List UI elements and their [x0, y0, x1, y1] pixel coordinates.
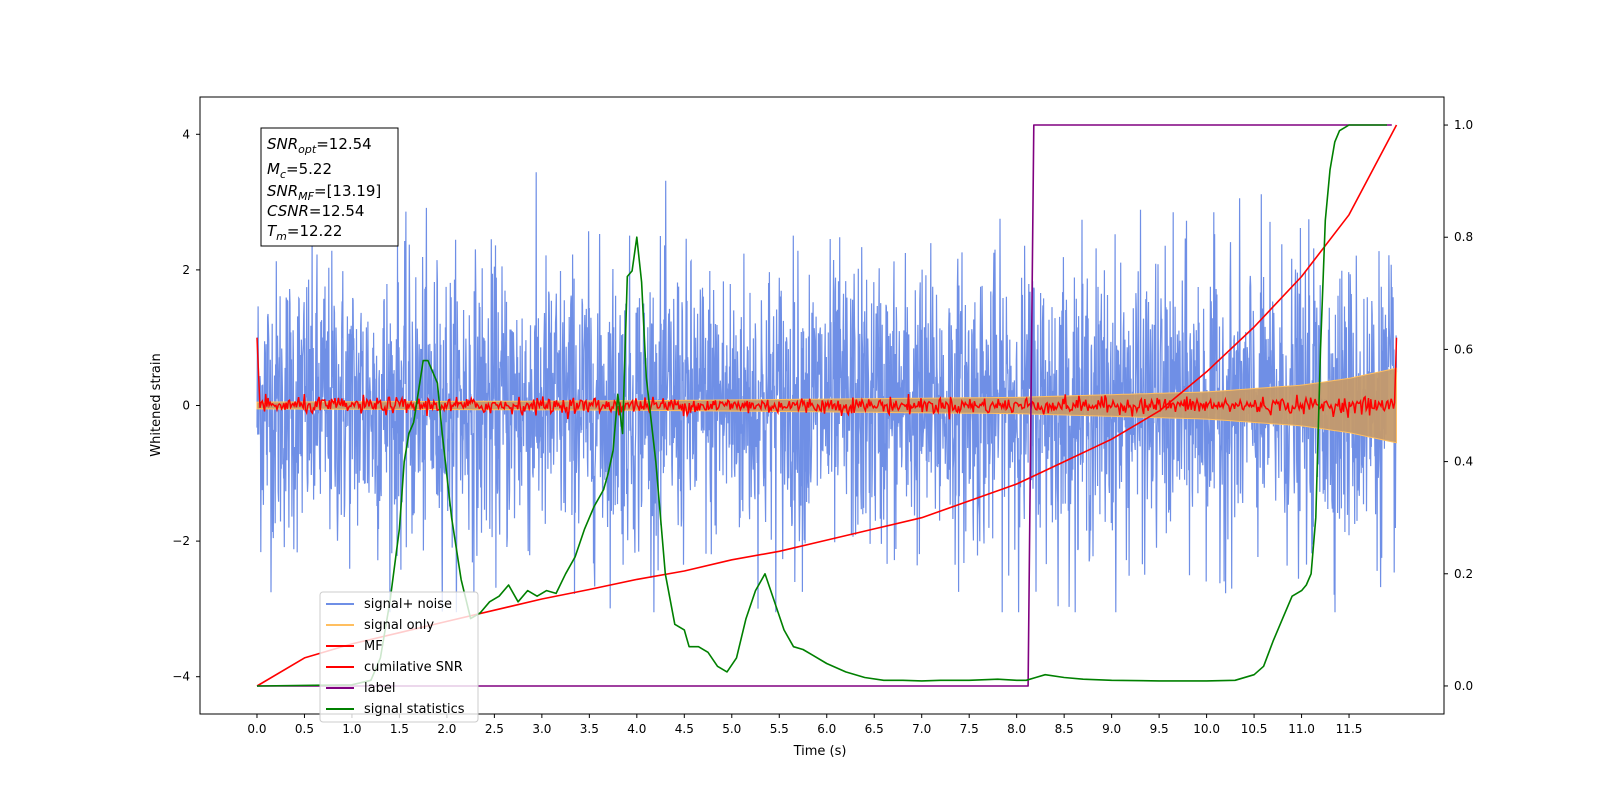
svg-text:label: label — [364, 681, 395, 696]
x-tick-label: 0.5 — [295, 722, 314, 736]
y-tick-label: 2 — [182, 263, 190, 277]
y2-tick-label: 0.0 — [1454, 679, 1473, 693]
annotation-csnr: CSNR=12.54 — [267, 202, 364, 220]
x-tick-label: 1.0 — [342, 722, 361, 736]
x-tick-label: 8.5 — [1055, 722, 1074, 736]
y-axis-left: 4 2 0 −2 −4 — [172, 127, 200, 684]
info-annotation-box: SNRopt=12.54 Mc=5.22 SNRMF=[13.19] CSNR=… — [260, 127, 399, 247]
svg-text:MF: MF — [364, 639, 383, 654]
x-tick-label: 6.0 — [817, 722, 836, 736]
legend-frame — [319, 591, 479, 723]
x-tick-label: 3.0 — [532, 722, 551, 736]
legend-entry-cumulative-snr: cumilative SNR — [326, 660, 463, 675]
x-tick-label: 8.0 — [1007, 722, 1026, 736]
x-tick-label: 11.5 — [1336, 722, 1363, 736]
y2-tick-label: 0.8 — [1454, 230, 1473, 244]
x-tick-label: 2.0 — [437, 722, 456, 736]
x-tick-label: 11.0 — [1288, 722, 1315, 736]
x-tick-label: 5.0 — [722, 722, 741, 736]
x-tick-label: 9.0 — [1102, 722, 1121, 736]
y2-tick-label: 0.6 — [1454, 342, 1473, 356]
y-tick-label: 0 — [182, 399, 190, 413]
y2-tick-label: 0.2 — [1454, 567, 1473, 581]
x-axis-label: Time (s) — [793, 744, 847, 759]
series-mf — [256, 337, 1398, 420]
svg-text:signal only: signal only — [364, 618, 434, 633]
y-tick-label: −2 — [172, 534, 190, 548]
y-tick-label: −4 — [172, 670, 190, 684]
svg-text:cumilative SNR: cumilative SNR — [364, 660, 463, 675]
x-tick-label: 10.5 — [1241, 722, 1268, 736]
y2-tick-label: 1.0 — [1454, 118, 1473, 132]
y-axis-label: Whitened strain — [149, 353, 164, 456]
y2-tick-label: 0.4 — [1454, 455, 1473, 469]
x-axis: 0.0 0.5 1.0 1.5 2.0 2.5 3.0 3.5 4.0 4.5 5.0 5.5 6.0 6… — [247, 714, 1362, 736]
series-label — [257, 124, 1392, 687]
legend-entry-mf: MF — [326, 639, 383, 654]
y-tick-label: 4 — [182, 127, 190, 141]
x-tick-label: 7.5 — [960, 722, 979, 736]
legend-entry-label: label — [326, 681, 395, 696]
x-tick-label: 6.5 — [865, 722, 884, 736]
x-tick-label: 3.5 — [580, 722, 599, 736]
svg-text:signal+ noise: signal+ noise — [364, 597, 452, 612]
svg-text:signal statistics: signal statistics — [364, 702, 465, 717]
x-tick-label: 1.5 — [390, 722, 409, 736]
legend-entry-signal-noise: signal+ noise — [326, 597, 452, 612]
annotation-snr-opt: SNRopt=12.54 — [267, 135, 372, 156]
x-tick-label: 0.0 — [247, 722, 266, 736]
legend-entry-signal-statistics: signal statistics — [326, 702, 465, 717]
x-tick-label: 9.5 — [1150, 722, 1169, 736]
x-tick-label: 5.5 — [770, 722, 789, 736]
x-tick-label: 10.0 — [1193, 722, 1220, 736]
y-axis-right: 1.0 0.8 0.6 0.4 0.2 0.0 — [1444, 118, 1473, 693]
x-tick-label: 4.0 — [627, 722, 646, 736]
x-tick-label: 7.0 — [912, 722, 931, 736]
x-tick-label: 4.5 — [675, 722, 694, 736]
legend: signal+ noise signal only MF cumilative … — [319, 591, 479, 723]
legend-entry-signal-only: signal only — [326, 618, 434, 633]
annotation-tm: Tm=12.22 — [267, 222, 342, 243]
annotation-snr-mf: SNRMF=[13.19] — [267, 182, 381, 203]
x-tick-label: 2.5 — [485, 722, 504, 736]
annotation-mc: Mc=5.22 — [267, 160, 332, 181]
